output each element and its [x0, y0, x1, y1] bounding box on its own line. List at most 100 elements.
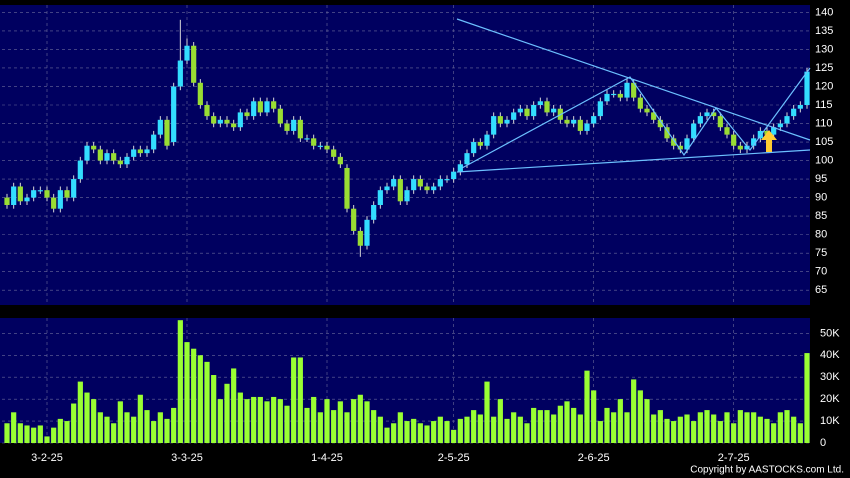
volume-bar: [671, 421, 677, 443]
candle-body: [37, 190, 43, 192]
candle-body: [457, 164, 463, 172]
volume-bar: [424, 425, 430, 443]
volume-bar: [504, 418, 510, 443]
candle-body: [117, 160, 123, 165]
y-tick-label: 135: [815, 25, 833, 37]
volume-bar: [731, 423, 737, 443]
candle-body: [611, 93, 617, 96]
volume-bar: [651, 414, 657, 443]
y-tick-label: 105: [815, 136, 833, 148]
volume-bar: [297, 357, 303, 443]
candle-body: [757, 130, 763, 139]
candle-body: [91, 145, 97, 150]
candle-body: [304, 138, 310, 140]
candle-body: [337, 156, 343, 165]
volume-bar: [637, 390, 643, 443]
volume-bar: [591, 390, 597, 443]
volume-bar: [71, 403, 77, 443]
volume-bar: [284, 405, 290, 443]
candle-body: [804, 71, 810, 105]
candle-body: [751, 138, 757, 146]
volume-bar: [144, 410, 150, 443]
candle-body: [717, 116, 723, 128]
candle-body: [631, 82, 637, 98]
volume-bar: [631, 379, 637, 443]
volume-bar: [724, 412, 730, 443]
y-tick-label: 75: [815, 247, 827, 259]
candle-body: [697, 116, 703, 124]
volume-bar: [617, 399, 623, 443]
volume-bar: [217, 399, 223, 443]
volume-bar: [657, 410, 663, 443]
volume-bar: [457, 418, 463, 443]
volume-bar: [744, 412, 750, 443]
candle-body: [411, 179, 417, 191]
volume-bar: [704, 410, 710, 443]
candle-body: [317, 145, 323, 147]
candle-body: [604, 93, 610, 102]
volume-bar: [111, 423, 117, 443]
volume-bar: [451, 429, 457, 443]
candle-body: [77, 160, 83, 180]
candle-body: [584, 123, 590, 131]
volume-bar: [104, 416, 110, 443]
candle-body: [797, 105, 803, 109]
volume-bar: [197, 355, 203, 443]
candle-body: [4, 197, 10, 205]
volume-bar: [411, 418, 417, 443]
y-tick-label: 65: [815, 284, 827, 296]
candle-body: [124, 156, 130, 165]
candle-body: [731, 134, 737, 146]
volume-bar: [351, 399, 357, 443]
volume-bar: [237, 392, 243, 443]
volume-bar: [437, 416, 443, 443]
candle-body: [224, 119, 230, 124]
y2-tick-label: 10K: [820, 415, 840, 427]
volume-bar: [324, 399, 330, 443]
volume-bar: [264, 401, 270, 443]
volume-bar: [84, 392, 90, 443]
candle-body: [431, 186, 437, 191]
candle-body: [297, 119, 303, 139]
candle-body: [231, 123, 237, 128]
candle-body: [237, 112, 243, 128]
candle-body: [444, 179, 450, 181]
candle-body: [277, 108, 283, 124]
candle-body: [597, 101, 603, 117]
candle-body: [151, 134, 157, 150]
volume-bar: [191, 348, 197, 443]
volume-bar: [684, 414, 690, 443]
volume-bar: [137, 394, 143, 443]
candle-body: [651, 112, 657, 120]
candle-body: [551, 108, 557, 113]
candle-body: [737, 145, 743, 150]
volume-bar: [77, 381, 83, 443]
candle-body: [331, 149, 337, 157]
volume-bar: [444, 421, 450, 443]
volume-bar: [291, 357, 297, 443]
volume-bar: [677, 416, 683, 443]
y2-tick-label: 0: [820, 437, 826, 449]
candle-body: [637, 97, 643, 109]
volume-bar: [497, 399, 503, 443]
volume-bar: [337, 401, 343, 443]
x-tick-label: 1-4-25: [311, 452, 343, 464]
volume-bar: [64, 421, 70, 443]
candle-body: [64, 190, 70, 198]
y-tick-label: 140: [815, 6, 833, 18]
volume-bar: [517, 416, 523, 443]
volume-bar: [537, 410, 543, 443]
volume-bar: [4, 423, 10, 443]
candle-body: [624, 82, 630, 98]
candle-body: [164, 119, 170, 146]
volume-bar: [24, 425, 30, 443]
y-tick-label: 90: [815, 191, 827, 203]
volume-bar: [711, 414, 717, 443]
volume-bar: [531, 407, 537, 443]
candle-body: [157, 119, 163, 135]
candle-body: [451, 171, 457, 180]
candle-body: [344, 167, 350, 209]
candle-body: [177, 60, 183, 87]
volume-bar: [777, 412, 783, 443]
volume-bar: [231, 368, 237, 443]
